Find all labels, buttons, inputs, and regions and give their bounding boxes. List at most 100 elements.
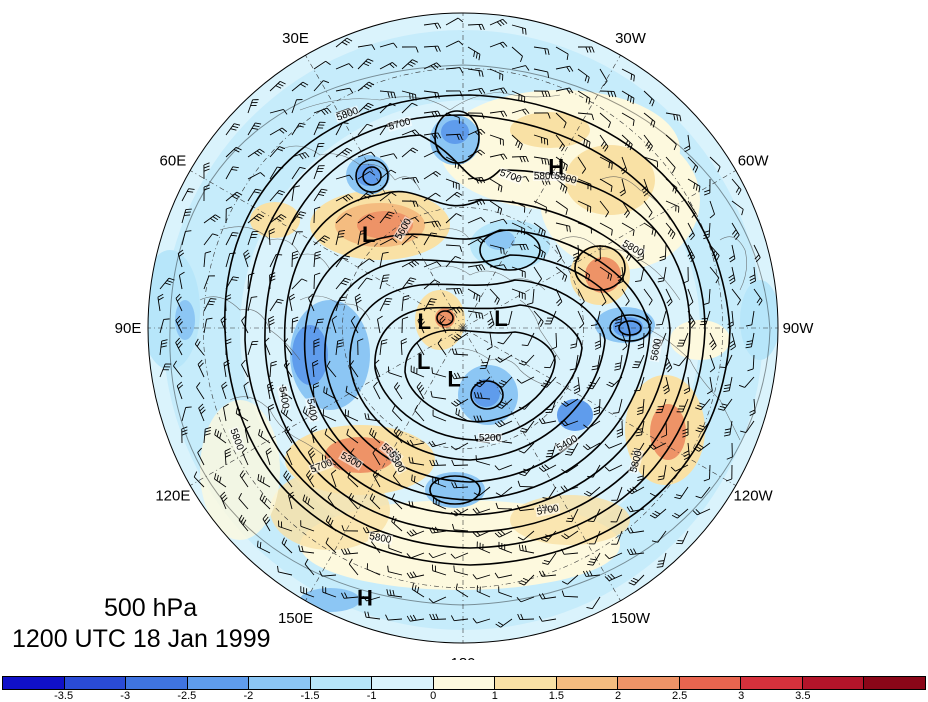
wind-barb-feather: [481, 264, 486, 271]
wind-barb-feather: [223, 403, 229, 408]
wind-barb-feather: [221, 318, 227, 324]
wind-barb-staff: [533, 200, 547, 208]
wind-barb-feather: [300, 83, 306, 88]
wind-barb-feather: [637, 343, 644, 347]
wind-barb-feather: [521, 427, 528, 431]
wind-barb-feather: [256, 215, 262, 220]
wind-barb-feather: [348, 63, 354, 69]
wind-barb-feather: [270, 360, 277, 364]
wind-barb-feather: [651, 540, 658, 543]
wind-barb-feather: [366, 216, 373, 221]
wind-barb-staff: [542, 618, 557, 622]
contour-label-bg: [392, 216, 414, 242]
wind-barb-staff: [401, 129, 416, 136]
wind-barb-feather: [670, 466, 676, 472]
contour-label-bg: [534, 503, 561, 518]
wind-barb-staff: [223, 363, 227, 378]
wind-barb-staff: [533, 244, 546, 254]
wind-barb-staff: [753, 288, 763, 301]
wind-barb-feather: [579, 323, 585, 329]
wind-barb-feather: [497, 621, 504, 626]
wind-barb-feather: [500, 379, 507, 384]
wind-barb-feather: [538, 249, 541, 256]
wind-barb-feather: [478, 54, 481, 61]
wind-barb-staff: [247, 213, 259, 224]
wind-barb-staff: [366, 616, 381, 620]
wind-barb-feather: [299, 166, 306, 170]
wind-barb-feather: [519, 144, 523, 151]
wind-barb-staff: [323, 414, 337, 422]
wind-barb-staff: [519, 618, 535, 621]
wind-barb-feather: [526, 302, 533, 306]
wind-barb-feather: [454, 348, 458, 355]
wind-barb-feather: [244, 252, 250, 257]
contour-label: 5400: [276, 386, 291, 410]
wind-barb-feather: [248, 272, 255, 276]
colorbar-tick-label: 3: [738, 690, 745, 702]
wind-barb-feather: [594, 258, 601, 262]
wind-barb-staff: [335, 174, 350, 180]
wind-barb-feather: [406, 531, 412, 537]
wind-barb-feather: [241, 359, 246, 365]
wind-barb-staff: [401, 59, 413, 70]
wind-barb-feather: [610, 573, 616, 579]
wind-barb-staff: [550, 310, 557, 325]
wind-barb-staff: [709, 332, 717, 346]
wind-barb-staff: [349, 365, 359, 378]
wind-barb-staff: [392, 475, 403, 488]
wind-barb-feather: [481, 70, 484, 77]
wind-barb-staff: [454, 618, 469, 622]
wind-barb-staff: [586, 574, 601, 577]
wind-barb-feather: [583, 492, 590, 497]
wind-barb-feather: [586, 606, 593, 610]
wind-barb-feather: [569, 226, 571, 233]
wind-barb-feather: [606, 383, 613, 388]
wind-barb-feather: [741, 209, 744, 216]
wind-barb-staff: [520, 549, 535, 554]
wind-barb-staff: [175, 342, 183, 356]
wind-barb-feather: [349, 174, 354, 181]
wind-barb-staff: [374, 363, 381, 378]
wind-barb-staff: [431, 618, 447, 621]
wind-barb-feather: [756, 297, 761, 304]
wind-barb-feather: [615, 318, 622, 321]
wind-barb-feather: [538, 418, 543, 424]
wind-barb-staff: [653, 442, 667, 450]
wind-barb-feather: [537, 278, 542, 284]
wind-barb-staff: [379, 253, 384, 268]
wind-barb-feather: [402, 298, 409, 301]
wind-barb-feather: [416, 586, 420, 593]
wind-barb-feather: [689, 320, 694, 326]
wind-barb-feather: [283, 539, 288, 546]
wind-barb-staff: [445, 256, 456, 268]
wind-barb-feather: [660, 434, 667, 438]
wind-barb-staff: [476, 547, 491, 554]
parallel-circle: [342, 207, 584, 449]
wind-barb-feather: [341, 548, 345, 555]
wind-barb-feather: [682, 428, 689, 432]
wind-barb-feather: [312, 363, 319, 367]
wind-barb-feather: [253, 191, 260, 194]
wind-barb-staff: [335, 277, 346, 290]
wind-barb-feather: [307, 498, 311, 505]
wind-barb-feather: [547, 71, 550, 78]
wind-barb-feather: [434, 221, 439, 227]
wind-barb-feather: [626, 489, 633, 495]
wind-barb-feather: [480, 392, 483, 399]
wind-barb-feather: [260, 430, 263, 437]
wind-barb-staff: [687, 156, 699, 168]
wind-barb-feather: [412, 571, 417, 577]
wind-barb-staff: [593, 508, 601, 522]
wind-barb-feather: [383, 303, 390, 305]
wind-barb-staff: [357, 277, 368, 290]
wind-barb-feather: [538, 593, 543, 600]
wind-barb-feather: [382, 251, 389, 254]
wind-barb-feather: [430, 298, 437, 301]
colorbar-swatch: [802, 677, 865, 689]
wind-barb-staff: [555, 244, 562, 259]
wind-barb-feather: [755, 257, 761, 263]
wind-barb-feather: [695, 184, 698, 191]
wind-barb-staff: [687, 376, 691, 391]
wind-barb-feather: [729, 277, 735, 282]
wind-barb-feather: [617, 274, 624, 278]
